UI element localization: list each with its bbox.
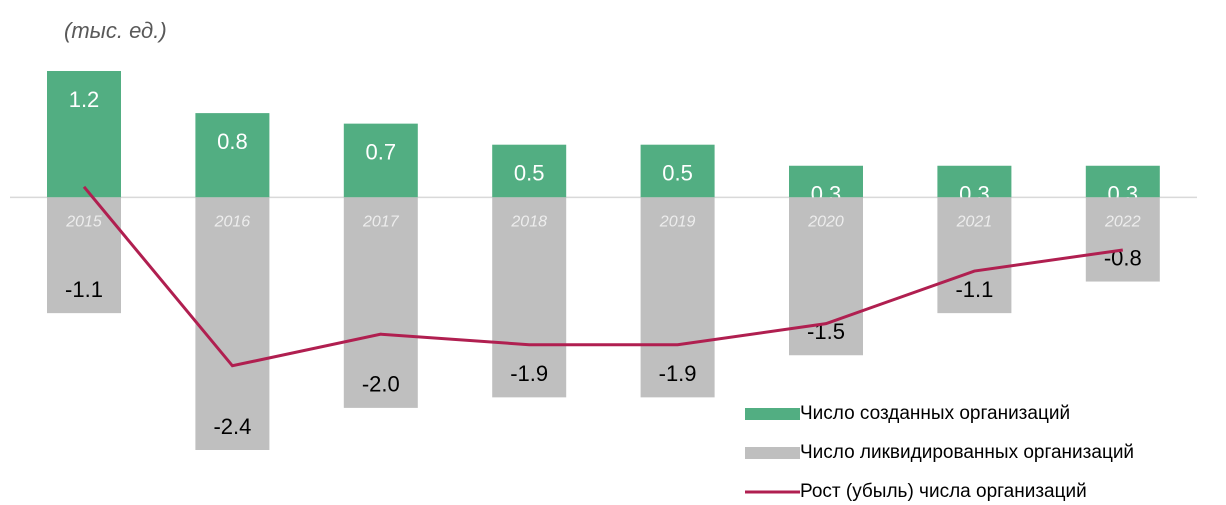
legend-label: Число ликвидированных организаций: [800, 442, 1134, 463]
bar: [47, 71, 121, 198]
bar: [195, 197, 270, 450]
x-tick-label: 2022: [1104, 214, 1141, 231]
data-label: 0.5: [662, 161, 693, 186]
data-label: 1.2: [69, 87, 100, 112]
x-tick-label: 2021: [956, 214, 993, 231]
bar: [640, 144, 715, 198]
data-label: -1.1: [65, 277, 103, 302]
x-tick-label: 2020: [807, 214, 844, 231]
data-label: 0.8: [217, 129, 248, 154]
data-label: -0.8: [1104, 245, 1142, 270]
bar: [1085, 165, 1160, 198]
data-label: 0.7: [366, 139, 397, 164]
chart-subtitle: (тыс. ед.): [64, 18, 167, 43]
x-tick-label: 2018: [510, 214, 547, 231]
x-tick-label: 2016: [214, 214, 251, 231]
legend-swatch: [745, 447, 800, 459]
data-label: -1.9: [510, 361, 548, 386]
bar: [343, 197, 418, 408]
bar: [937, 197, 1012, 314]
bar: [343, 123, 418, 198]
line: [82, 185, 1124, 368]
data-label: -2.4: [213, 414, 251, 439]
x-tick-label: 2019: [659, 214, 696, 231]
bar: [789, 197, 863, 356]
bar: [195, 113, 270, 198]
legend-swatch: [745, 408, 800, 420]
x-tick-label: 2015: [65, 214, 102, 231]
bar: [640, 197, 715, 398]
data-label: -1.9: [659, 361, 697, 386]
legend-label: Рост (убыль) числа организаций: [800, 481, 1087, 502]
legend-label: Число созданных организаций: [800, 403, 1070, 424]
bar: [492, 144, 567, 198]
bar: [937, 165, 1012, 198]
bar: [1085, 197, 1160, 282]
x-tick-label: 2017: [362, 214, 400, 231]
bar: [789, 165, 863, 198]
data-label: -1.1: [955, 277, 993, 302]
bar: [492, 197, 567, 398]
data-label: 0.5: [514, 161, 545, 186]
data-label: -2.0: [362, 372, 400, 397]
